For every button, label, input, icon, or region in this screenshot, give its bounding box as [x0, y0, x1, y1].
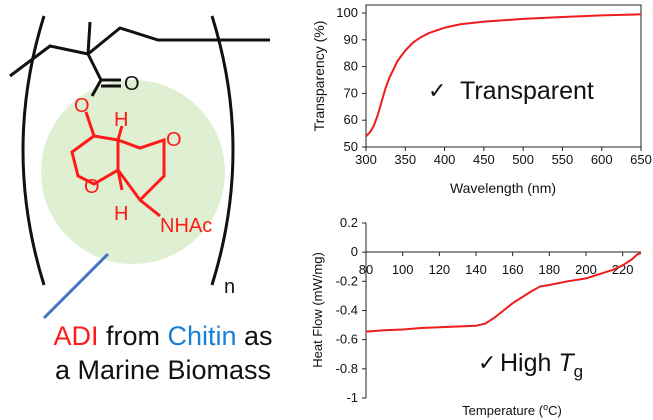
ester-bond	[86, 53, 103, 81]
ester-oxygen: O	[74, 95, 90, 117]
x-tick-label: 100	[392, 262, 414, 277]
x-tick-label: 140	[465, 262, 487, 277]
y-tick-label: -0.4	[336, 303, 358, 318]
y-tick-label: 60	[344, 112, 358, 127]
polymer-chain	[9, 26, 270, 78]
o-to-ring-bond	[84, 111, 96, 137]
x-tick-label: 500	[512, 152, 534, 167]
h-top-bond	[116, 125, 124, 141]
chart2-annotation-sub: g	[574, 362, 583, 381]
y-tick-label: 100	[336, 5, 358, 20]
chart2-xlabel: Temperature (oC)	[462, 402, 562, 418]
right-bracket	[210, 15, 235, 286]
chart2-xlabel-pre: Temperature (	[462, 403, 544, 418]
x-tick-label: 200	[575, 262, 597, 277]
hydrogen-bottom: H	[114, 203, 128, 225]
x-tick-label: 350	[394, 152, 416, 167]
caption-chitin: Chitin	[167, 321, 237, 351]
backbone	[9, 15, 270, 286]
chart2-annotation: High Tg	[500, 349, 583, 381]
caption-adi: ADI	[53, 321, 99, 351]
chart1-check: ✓	[428, 78, 446, 103]
chart1-annotation: Transparent	[460, 77, 594, 105]
y-tick-label: -0.8	[336, 361, 358, 376]
right-ring	[116, 137, 166, 203]
chart2-annotation-text: High	[500, 349, 558, 377]
chart2-ylabel: Heat Flow (mW/mg)	[310, 252, 325, 368]
x-tick-label: 400	[434, 152, 456, 167]
caption-from: from	[105, 321, 160, 351]
y-tick-label: -0.6	[336, 332, 358, 347]
connector-line	[42, 252, 110, 320]
ring-oxygen-left: O	[84, 176, 100, 198]
x-tick-label: 160	[502, 262, 524, 277]
y-tick-label: -1	[346, 390, 358, 405]
left-bracket	[21, 15, 46, 286]
heat-flow-series-line	[365, 251, 642, 333]
carbonyl-oxygen: O	[124, 73, 140, 95]
heat-flow-chart: 80 100 120 140 160 180 200 2200.20-0.2-0.4-0.6-…	[310, 215, 642, 418]
y-tick-label: -0.2	[336, 273, 358, 288]
y-tick-label: 90	[344, 32, 358, 47]
transparency-series-line	[365, 13, 642, 137]
repeat-index: n	[224, 276, 235, 298]
y-tick-label: 0	[351, 244, 358, 259]
nhac-bond	[139, 198, 161, 218]
caption-line-2: a Marine Biomass	[54, 355, 272, 385]
chart2-check: ✓	[478, 350, 496, 375]
chart1-xlabel: Wavelength (nm)	[450, 180, 556, 196]
caption-as: as	[244, 321, 273, 351]
x-tick-label: 300	[355, 152, 377, 167]
caption-line-1: ADI from Chitin as	[18, 320, 308, 352]
x-tick-label: 120	[428, 262, 450, 277]
x-tick-label: 550	[552, 152, 574, 167]
highlight-circle	[41, 80, 225, 264]
nhac-group: NHAc	[160, 215, 212, 237]
chart2-xlabel-post: C)	[548, 403, 562, 418]
hydrogen-top: H	[114, 109, 128, 131]
x-tick-label: 220	[612, 262, 634, 277]
y-tick-label: 50	[344, 139, 358, 154]
ring-oxygen-top: O	[166, 129, 182, 151]
y-tick-label: 0.2	[340, 215, 358, 230]
chart2-xlabel-sup: o	[543, 402, 548, 412]
monomer	[70, 111, 166, 218]
y-tick-label: 80	[344, 59, 358, 74]
polymer-structure: O O O O H H NHAc n	[9, 15, 270, 320]
chart2-annotation-italic: T	[558, 349, 575, 377]
y-tick-label: 70	[344, 85, 358, 100]
ester-o-bond	[90, 79, 103, 97]
plot-frame	[365, 4, 642, 148]
h-bottom-bond	[116, 169, 124, 191]
x-tick-label: 650	[630, 152, 652, 167]
x-tick-label: 600	[591, 152, 613, 167]
x-tick-label: 450	[473, 152, 495, 167]
x-tick-label: 180	[538, 262, 560, 277]
chart1-ylabel: Transparency (%)	[311, 21, 327, 132]
methyl-bond	[86, 21, 92, 55]
